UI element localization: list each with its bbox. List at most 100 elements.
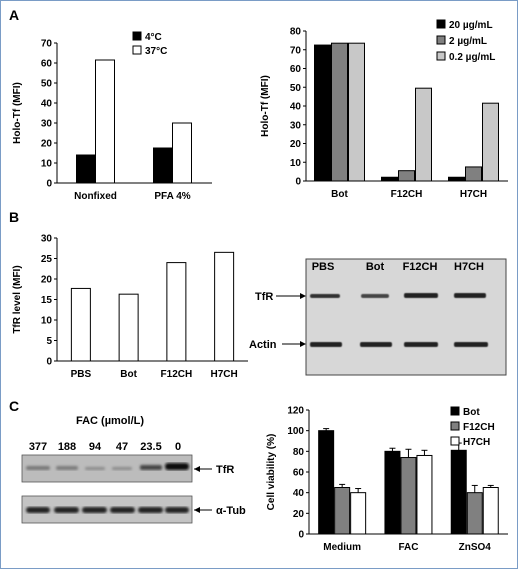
legend-label: 37°C (145, 46, 167, 57)
bar (153, 147, 173, 184)
band (26, 507, 50, 513)
western-blot-c: FAC (µmol/L) 377 188 94 47 23.5 0 TfR (21, 415, 246, 524)
blot-c-lane-0: 0 (175, 441, 181, 453)
x-tick-label: H7CH (460, 189, 487, 200)
band (56, 466, 78, 470)
bar (331, 42, 348, 182)
blot-b-lane-f12ch: F12CH (403, 261, 438, 273)
panel-label-c: C (9, 398, 19, 414)
panel-label-b: B (9, 209, 19, 225)
blot-b-membrane (305, 258, 507, 376)
bar (465, 166, 482, 182)
blot-b-actin-bands (310, 342, 488, 347)
bar (450, 449, 467, 535)
band (85, 467, 105, 470)
bar (400, 457, 417, 535)
band (361, 294, 389, 298)
x-tick-label: Bot (120, 369, 137, 380)
bar (482, 102, 499, 182)
y-tick-label: 40 (290, 102, 302, 113)
blot-c-row-tfr: TfR (216, 464, 234, 476)
y-tick-label: 30 (41, 119, 53, 130)
blot-c-tub-bands (26, 507, 189, 513)
blot-c-lane-47: 47 (116, 441, 128, 453)
panel-label-a: A (9, 7, 19, 23)
band (310, 342, 342, 347)
x-tick-label: PFA 4% (154, 191, 190, 202)
legend-label: F12CH (463, 422, 495, 433)
band (360, 342, 392, 347)
arrow-head (300, 341, 306, 347)
band (165, 507, 189, 513)
band (54, 507, 79, 513)
y-axis-label: Holo-Tf (MFI) (260, 75, 271, 137)
blot-b-row-actin: Actin (249, 339, 277, 351)
y-tick-label: 60 (293, 468, 305, 479)
legend-label: 0.2 µg/mL (449, 52, 495, 63)
bar (214, 251, 235, 362)
bar (416, 454, 433, 535)
y-axis-label: Holo-Tf (MFI) (12, 82, 23, 144)
x-tick-label: PBS (71, 369, 92, 380)
band (138, 507, 163, 513)
legend-swatch (450, 436, 460, 446)
chart-c-cell-viability: 0 20 40 60 80 100 120 Cell viability (%) Medium F… (266, 406, 508, 553)
bar (415, 87, 432, 182)
bar (482, 487, 499, 535)
y-tick-label: 70 (41, 39, 53, 50)
y-tick-label: 10 (41, 159, 53, 170)
arrow-head (300, 293, 306, 299)
legend-swatch (132, 31, 142, 41)
blot-b-lane-pbs: PBS (312, 261, 335, 273)
bar (76, 154, 96, 184)
legend-label: 20 µg/mL (449, 20, 493, 31)
bar (381, 176, 398, 182)
band (140, 465, 162, 470)
blot-c-title: FAC (µmol/L) (76, 415, 144, 427)
y-tick-label: 40 (41, 99, 53, 110)
legend-swatch (132, 45, 142, 55)
y-tick-label: 100 (287, 426, 304, 437)
y-tick-label: 30 (290, 120, 302, 131)
y-tick-label: 25 (41, 254, 53, 265)
legend-label: 2 µg/mL (449, 36, 487, 47)
band (310, 294, 340, 298)
legend-swatch (436, 51, 446, 61)
band (404, 293, 438, 298)
bar (334, 487, 351, 535)
x-tick-label: ZnSO4 (459, 542, 492, 553)
blot-c-tfr-bands (26, 463, 189, 470)
y-tick-label: 20 (290, 139, 302, 150)
y-tick-label: 50 (290, 83, 302, 94)
bar (350, 492, 367, 535)
band (82, 507, 107, 513)
bar (448, 176, 465, 182)
legend-swatch (450, 421, 460, 431)
bar (118, 293, 139, 362)
y-tick-label: 10 (290, 158, 302, 169)
bar (384, 450, 401, 535)
y-tick-label: 15 (41, 295, 53, 306)
bar (318, 430, 335, 535)
x-tick-label: F12CH (161, 369, 193, 380)
bar (348, 42, 365, 182)
y-tick-label: 0 (298, 530, 304, 541)
y-tick-label: 0 (46, 179, 52, 190)
bar (70, 287, 91, 362)
chart-b-tfr-level: 0 5 10 15 20 25 30 TfR level (MFI) PBS Bot F12CH H7… (12, 234, 248, 380)
y-tick-label: 60 (41, 59, 53, 70)
band (26, 466, 50, 470)
y-tick-label: 20 (293, 509, 305, 520)
legend-label: Bot (463, 407, 480, 418)
band (454, 293, 486, 298)
bar (166, 262, 187, 362)
y-tick-label: 20 (41, 275, 53, 286)
y-tick-label: 120 (287, 406, 304, 417)
blot-c-lane-94: 94 (89, 441, 102, 453)
blot-c-lane-188: 188 (58, 441, 76, 453)
blot-b-tfr-bands (310, 293, 486, 298)
x-tick-label: Medium (323, 542, 361, 553)
y-tick-label: 0 (295, 177, 301, 188)
bar (398, 170, 415, 182)
